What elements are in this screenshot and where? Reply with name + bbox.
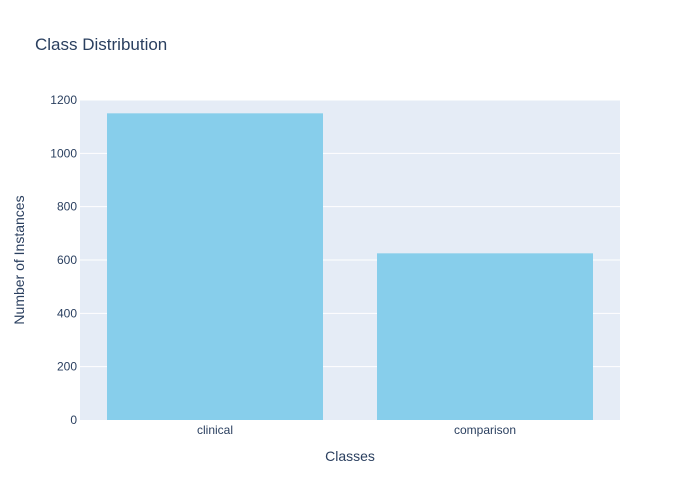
y-tick-label: 600 <box>57 253 77 267</box>
y-tick-label: 1200 <box>50 93 77 107</box>
bar-clinical[interactable] <box>107 113 323 420</box>
x-tick-label: clinical <box>197 423 233 437</box>
y-tick-label: 1000 <box>50 146 77 160</box>
chart-title: Class Distribution <box>35 35 167 54</box>
y-axis-ticks: 0 200 400 600 800 1000 1200 <box>50 93 77 427</box>
bars <box>107 113 593 420</box>
x-axis-ticks: clinical comparison <box>197 423 516 437</box>
y-tick-label: 400 <box>57 306 77 320</box>
bar-comparison[interactable] <box>377 253 593 420</box>
y-tick-label: 0 <box>70 413 77 427</box>
x-tick-label: comparison <box>454 423 516 437</box>
y-tick-label: 800 <box>57 200 77 214</box>
x-axis-title: Classes <box>325 448 375 464</box>
y-tick-label: 200 <box>57 360 77 374</box>
y-axis-title: Number of Instances <box>11 195 27 324</box>
